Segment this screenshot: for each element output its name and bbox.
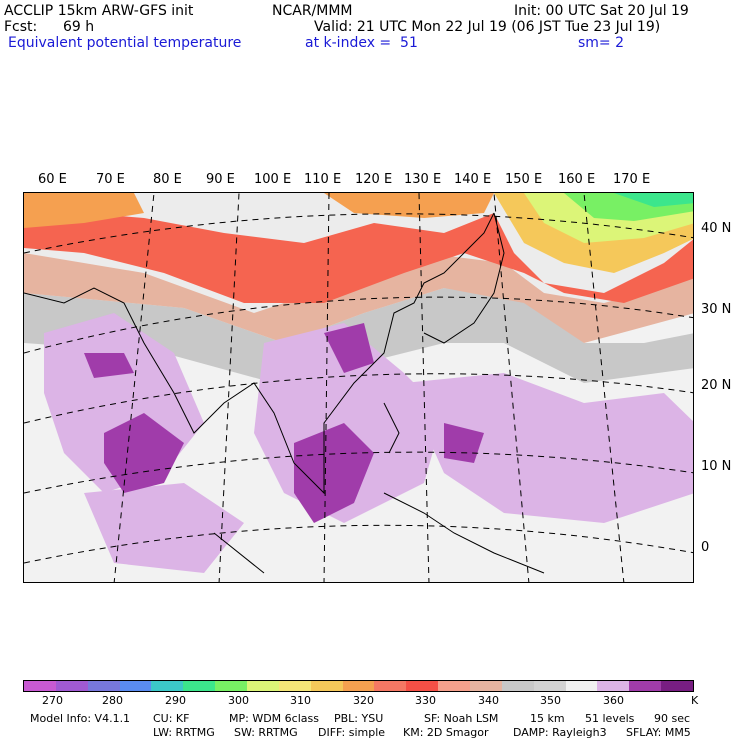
valid-time: Valid: 21 UTC Mon 22 Jul 19 (06 JST Tue … — [314, 19, 661, 35]
lat-label-40n: 40 N — [701, 221, 732, 236]
colorbar-segment — [55, 681, 88, 691]
colorbar-tick-310: 310 — [290, 694, 311, 707]
colorbar-tick-290: 290 — [165, 694, 186, 707]
colorbar-segment — [661, 681, 694, 691]
footer-pbl: PBL: YSU — [334, 712, 384, 725]
colorbar-unit: K — [691, 694, 699, 707]
footer-damp: DAMP: Rayleigh3 — [513, 726, 607, 739]
theta-e-map — [24, 193, 693, 582]
colorbar-tick-270: 270 — [42, 694, 63, 707]
colorbar-segment — [87, 681, 120, 691]
colorbar-tick-300: 300 — [228, 694, 249, 707]
lon-label-110e: 110 E — [304, 172, 342, 187]
forecast-hours: 69 h — [63, 19, 95, 35]
lon-label-120e: 120 E — [355, 172, 393, 187]
forecast-label: Fcst: — [4, 19, 38, 35]
colorbar-segment — [597, 681, 630, 691]
footer-sflay: SFLAY: MM5 — [626, 726, 691, 739]
map-panel — [23, 192, 694, 583]
lon-label-80e: 80 E — [153, 172, 182, 187]
footer-km: KM: 2D Smagor — [403, 726, 489, 739]
footer-diff: DIFF: simple — [318, 726, 386, 739]
field-name: Equivalent potential temperature — [8, 35, 242, 51]
footer-sw: SW: RRTMG — [234, 726, 298, 739]
colorbar-segment — [533, 681, 566, 691]
lon-label-60e: 60 E — [38, 172, 67, 187]
colorbar-segment — [183, 681, 216, 691]
lat-label-10n: 10 N — [701, 459, 732, 474]
lon-label-130e: 130 E — [404, 172, 442, 187]
colorbar-tick-330: 330 — [415, 694, 436, 707]
lon-label-160e: 160 E — [558, 172, 596, 187]
org-label: NCAR/MMM — [272, 3, 353, 19]
colorbar — [23, 680, 694, 692]
colorbar-segment — [215, 681, 248, 691]
lat-label-20n: 20 N — [701, 378, 732, 393]
lon-label-140e: 140 E — [454, 172, 492, 187]
colorbar-segment — [470, 681, 502, 691]
colorbar-tick-340: 340 — [478, 694, 499, 707]
colorbar-tick-360: 360 — [603, 694, 624, 707]
colorbar-tick-320: 320 — [353, 694, 374, 707]
colorbar-segment — [374, 681, 407, 691]
colorbar-segment — [342, 681, 375, 691]
model-title: ACCLIP 15km ARW-GFS init — [4, 3, 194, 19]
colorbar-segment — [565, 681, 598, 691]
colorbar-tick-280: 280 — [102, 694, 123, 707]
footer-mp: MP: WDM 6class — [229, 712, 319, 725]
lon-label-90e: 90 E — [206, 172, 235, 187]
colorbar-segment — [406, 681, 439, 691]
footer-sf: SF: Noah LSM — [424, 712, 499, 725]
footer-lw: LW: RRTMG — [153, 726, 215, 739]
lat-label-0: 0 — [701, 540, 710, 555]
footer-model-info: Model Info: V4.1.1 — [30, 712, 131, 725]
smoothing-label: sm= 2 — [578, 35, 625, 51]
footer-resolution: 15 km — [530, 712, 565, 725]
colorbar-segment — [24, 681, 56, 691]
lon-label-150e: 150 E — [505, 172, 543, 187]
colorbar-segment — [310, 681, 343, 691]
footer-levels: 51 levels — [585, 712, 635, 725]
footer-cu: CU: KF — [153, 712, 190, 725]
colorbar-segment — [119, 681, 152, 691]
colorbar-tick-350: 350 — [540, 694, 561, 707]
colorbar-segment — [629, 681, 662, 691]
colorbar-segment — [278, 681, 311, 691]
lon-label-100e: 100 E — [254, 172, 292, 187]
colorbar-segment — [247, 681, 279, 691]
colorbar-segment — [438, 681, 471, 691]
lon-label-170e: 170 E — [613, 172, 651, 187]
lon-label-70e: 70 E — [96, 172, 125, 187]
colorbar-segment — [151, 681, 184, 691]
lat-label-30n: 30 N — [701, 302, 732, 317]
init-time: Init: 00 UTC Sat 20 Jul 19 — [514, 3, 689, 19]
footer-timestep: 90 sec — [654, 712, 691, 725]
level-label: at k-index = 51 — [305, 35, 418, 51]
colorbar-segment — [501, 681, 534, 691]
